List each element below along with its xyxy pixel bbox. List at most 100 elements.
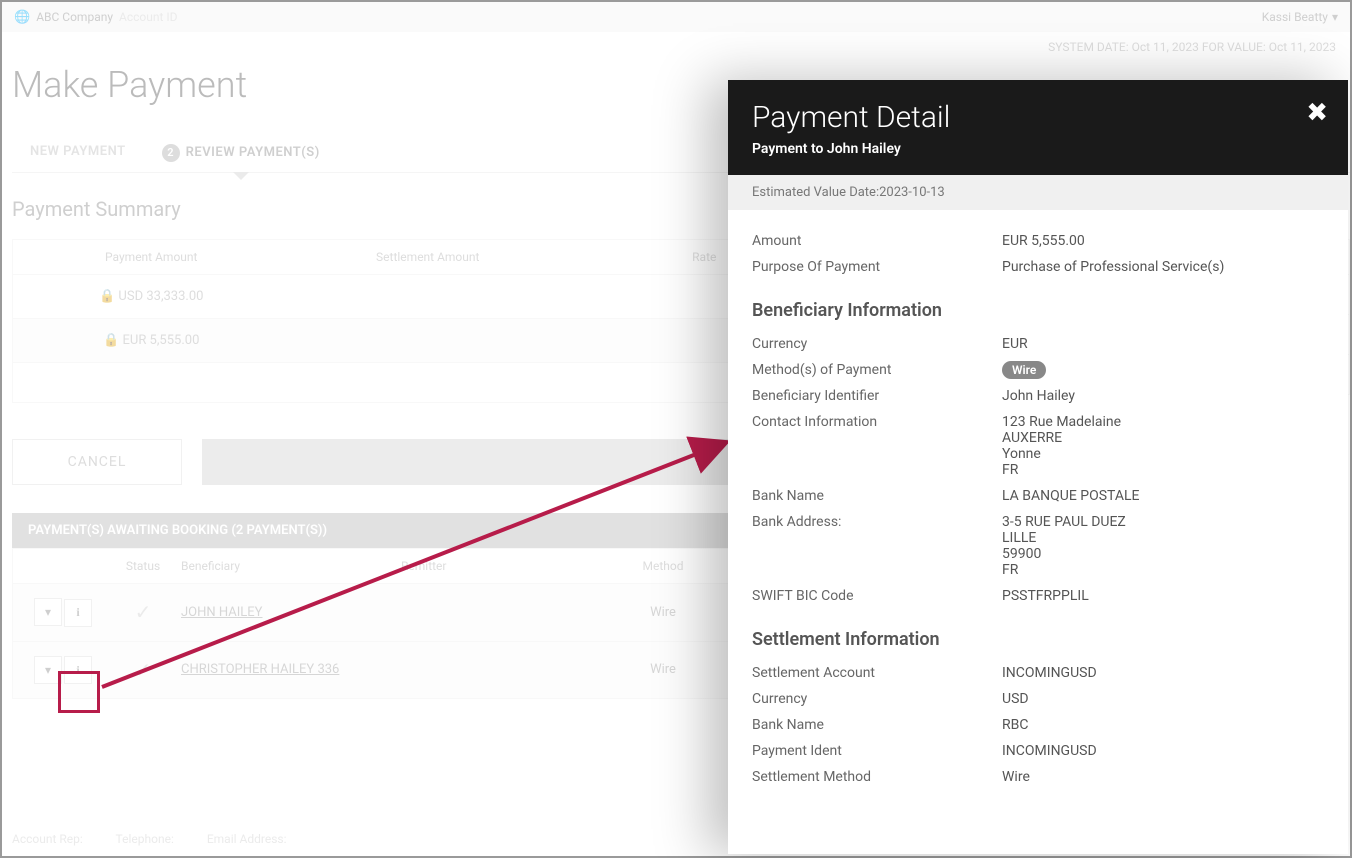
- info-value-line: John Hailey: [1002, 388, 1324, 404]
- user-menu[interactable]: Kassi Beatty ▾: [1262, 10, 1338, 24]
- cell-pa: 🔒 USD 33,333.00: [13, 289, 290, 304]
- info-row: SWIFT BIC CodePSSTFRPPLIL: [752, 583, 1324, 609]
- check-icon: ✓: [135, 658, 152, 682]
- panel-subtitle: Payment to John Hailey: [752, 141, 1324, 157]
- dropdown-button[interactable]: ▾: [34, 598, 62, 626]
- info-value: Wire: [1002, 362, 1324, 378]
- info-label: Currency: [752, 336, 1002, 352]
- chevron-down-icon: ▾: [1332, 10, 1338, 24]
- panel-body: AmountEUR 5,555.00Purpose Of PaymentPurc…: [728, 210, 1348, 808]
- footer: Account Rep: Telephone: Email Address:: [12, 832, 317, 846]
- cell-sa: [290, 333, 567, 348]
- info-button[interactable]: i: [64, 656, 92, 684]
- footer-rep: Account Rep:: [12, 832, 83, 846]
- company-name: ABC Company: [36, 10, 113, 24]
- cell-pa: 🔒 EUR 5,555.00: [13, 333, 290, 348]
- beneficiary-link[interactable]: JOHN HAILEY: [181, 605, 263, 620]
- info-value: Wire: [1002, 769, 1324, 785]
- info-row: Bank NameLA BANQUE POSTALE: [752, 483, 1324, 509]
- method-cell: Wire: [603, 605, 723, 620]
- tab-review-label: REVIEW PAYMENT(S): [186, 145, 320, 160]
- info-row: Settlement MethodWire: [752, 764, 1324, 790]
- info-value: Purchase of Professional Service(s): [1002, 259, 1324, 275]
- info-value-line: Wire: [1002, 769, 1324, 785]
- info-value-line: Purchase of Professional Service(s): [1002, 259, 1324, 275]
- info-label: Purpose Of Payment: [752, 259, 1002, 275]
- col-status: Status: [113, 559, 173, 573]
- info-row: CurrencyEUR: [752, 331, 1324, 357]
- info-button[interactable]: i: [64, 599, 92, 627]
- col-method: Method: [603, 559, 723, 573]
- method-badge: Wire: [1002, 361, 1046, 379]
- section-title: Beneficiary Information: [752, 300, 1324, 321]
- footer-tel: Telephone:: [116, 832, 174, 846]
- panel-header: Payment Detail Payment to John Hailey ✖: [728, 80, 1348, 175]
- info-label: Amount: [752, 233, 1002, 249]
- check-icon: ✓: [135, 600, 152, 624]
- col-remitter: Remitter: [393, 559, 603, 573]
- status-cell: ✓: [113, 600, 173, 624]
- info-label: Bank Address:: [752, 514, 1002, 578]
- section-title: Settlement Information: [752, 629, 1324, 650]
- info-label: Method(s) of Payment: [752, 362, 1002, 378]
- info-value-line: INCOMINGUSD: [1002, 743, 1324, 759]
- info-value: EUR 5,555.00: [1002, 233, 1324, 249]
- info-label: Currency: [752, 691, 1002, 707]
- beneficiary-link[interactable]: CHRISTOPHER HAILEY 336: [181, 662, 339, 677]
- col-actions: [13, 559, 113, 573]
- beneficiary-cell: CHRISTOPHER HAILEY 336: [173, 662, 393, 677]
- info-value-line: LILLE: [1002, 530, 1324, 546]
- info-value: INCOMINGUSD: [1002, 743, 1324, 759]
- status-cell: ✓: [113, 658, 173, 682]
- panel-title: Payment Detail: [752, 100, 1324, 135]
- info-value: LA BANQUE POSTALE: [1002, 488, 1324, 504]
- info-row: CurrencyUSD: [752, 686, 1324, 712]
- info-value-line: INCOMINGUSD: [1002, 665, 1324, 681]
- info-value-line: USD: [1002, 691, 1324, 707]
- row-actions: ▾i: [13, 656, 113, 685]
- info-value-line: LA BANQUE POSTALE: [1002, 488, 1324, 504]
- payment-detail-panel: Payment Detail Payment to John Hailey ✖ …: [728, 80, 1348, 854]
- globe-icon: 🌐: [14, 10, 30, 25]
- system-date: SYSTEM DATE: Oct 11, 2023 FOR VALUE: Oct…: [2, 32, 1350, 54]
- info-value: 123 Rue MadelaineAUXERREYonneFR: [1002, 414, 1324, 478]
- info-value-line: FR: [1002, 562, 1324, 578]
- info-value-line: AUXERRE: [1002, 430, 1324, 446]
- info-value: 3-5 RUE PAUL DUEZLILLE59900FR: [1002, 514, 1324, 578]
- info-value-line: 3-5 RUE PAUL DUEZ: [1002, 514, 1324, 530]
- info-label: Bank Name: [752, 488, 1002, 504]
- info-label: Payment Ident: [752, 743, 1002, 759]
- value-date-bar: Estimated Value Date:2023-10-13: [728, 175, 1348, 210]
- tab-new-payment[interactable]: NEW PAYMENT: [12, 134, 144, 172]
- close-icon[interactable]: ✖: [1306, 98, 1328, 128]
- info-value-line: EUR 5,555.00: [1002, 233, 1324, 249]
- info-value-line: Yonne: [1002, 446, 1324, 462]
- info-label: Beneficiary Identifier: [752, 388, 1002, 404]
- col-beneficiary: Beneficiary: [173, 559, 393, 573]
- info-value-line: 59900: [1002, 546, 1324, 562]
- info-value-line: FR: [1002, 462, 1324, 478]
- row-actions: ▾i: [13, 598, 113, 627]
- tab-review-payments[interactable]: 2 REVIEW PAYMENT(S): [144, 134, 338, 172]
- info-value: RBC: [1002, 717, 1324, 733]
- info-row: Contact Information123 Rue MadelaineAUXE…: [752, 409, 1324, 483]
- info-label: Settlement Method: [752, 769, 1002, 785]
- info-row: Bank Address:3-5 RUE PAUL DUEZLILLE59900…: [752, 509, 1324, 583]
- info-value-line: PSSTFRPPLIL: [1002, 588, 1324, 604]
- topbar: 🌐 ABC Company Account ID Kassi Beatty ▾: [2, 2, 1350, 32]
- info-label: SWIFT BIC Code: [752, 588, 1002, 604]
- dropdown-button[interactable]: ▾: [34, 656, 62, 684]
- cancel-button[interactable]: CANCEL: [12, 439, 182, 485]
- info-row: AmountEUR 5,555.00: [752, 228, 1324, 254]
- info-value: INCOMINGUSD: [1002, 665, 1324, 681]
- tab-badge: 2: [162, 144, 180, 162]
- account-label: Account ID: [119, 10, 178, 24]
- info-row: Payment IdentINCOMINGUSD: [752, 738, 1324, 764]
- method-cell: Wire: [603, 662, 723, 677]
- col-payment-amount: Payment Amount: [13, 250, 290, 264]
- info-label: Contact Information: [752, 414, 1002, 478]
- info-row: Settlement AccountINCOMINGUSD: [752, 660, 1324, 686]
- info-value: USD: [1002, 691, 1324, 707]
- info-value-line: EUR: [1002, 336, 1324, 352]
- info-value: EUR: [1002, 336, 1324, 352]
